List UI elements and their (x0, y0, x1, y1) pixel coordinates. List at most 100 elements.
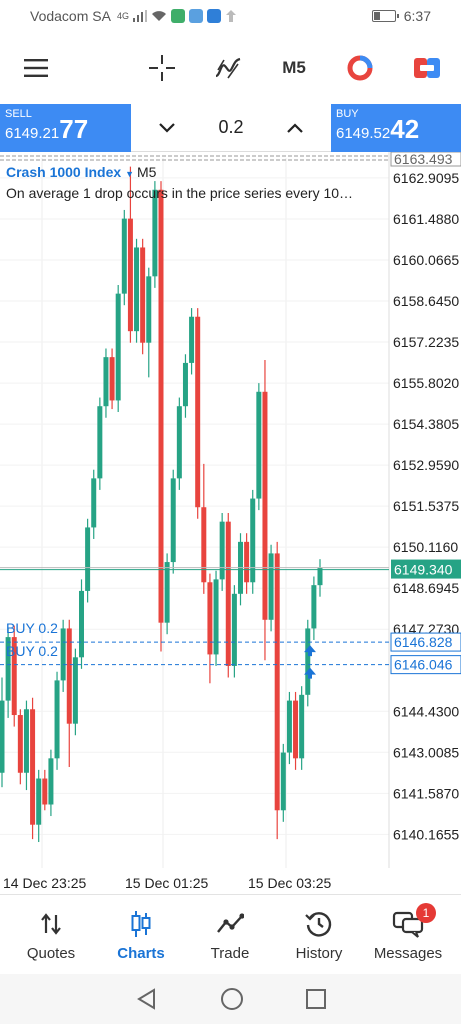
timeframe-button[interactable]: M5 (282, 58, 306, 77)
buy-label: BUY (336, 108, 359, 120)
x-axis-tick-label: 15 Dec 03:25 (248, 875, 331, 891)
chart-timeframe: M5 (136, 164, 157, 180)
y-axis-tick-label: 6154.3805 (393, 416, 459, 432)
recents-icon[interactable] (305, 989, 326, 1009)
candlestick-chart[interactable]: 6162.9095 6161.4880 6160.0665 6158.6450 6157… (0, 152, 461, 894)
candle-body (54, 680, 60, 759)
messages-badge: 1 (416, 903, 436, 923)
back-icon[interactable] (136, 988, 158, 1010)
y-axis-tick-label: 6155.8020 (393, 375, 459, 391)
crosshair-icon (149, 55, 175, 81)
y-axis-tick-label: 6150.1160 (393, 539, 458, 555)
carrier-name: Vodacom SA (30, 8, 111, 24)
current-price-value: 6149.340 (394, 562, 453, 578)
price-chart[interactable]: 6162.9095 6161.4880 6160.0665 6158.6450 6157… (0, 152, 461, 894)
indicators-button[interactable] (206, 40, 250, 96)
home-icon[interactable] (220, 987, 244, 1011)
y-axis-tick-label: 6160.0665 (393, 252, 459, 268)
y-axis-tick-label: 6144.4300 (393, 703, 459, 719)
system-icons: 4G (117, 9, 237, 23)
candle-body (250, 498, 256, 583)
buy-button[interactable]: BUY 6149.5242 (331, 104, 461, 152)
candle-body (5, 637, 11, 701)
sell-price-prefix: 6149.21 (5, 125, 60, 142)
tab-quotes[interactable]: Quotes (5, 895, 97, 975)
candle-body (42, 778, 48, 805)
symbol-description: On average 1 drop occurs in the price se… (6, 185, 354, 201)
candle-body (11, 637, 17, 716)
status-bar: Vodacom SA 4G 6:37 (0, 0, 461, 32)
y-axis-tick-label: 6157.2235 (393, 334, 459, 350)
candle-body (225, 521, 231, 666)
buy-price: 6149.5242 (336, 114, 419, 145)
candle-body (85, 527, 91, 591)
one-click-trading-button[interactable] (338, 40, 382, 96)
candle-body (121, 218, 127, 294)
candle-body (158, 189, 164, 623)
chart-symbol[interactable]: Crash 1000 Index ▼ M5 (6, 164, 156, 180)
tab-trade[interactable]: Trade (184, 895, 276, 975)
candle-body (201, 507, 207, 583)
candle-body (176, 406, 182, 479)
candle-body (140, 247, 146, 343)
app-notification-icon (170, 9, 185, 23)
new-order-button[interactable] (405, 40, 449, 96)
candle-body (79, 590, 84, 658)
sell-button[interactable]: SELL 6149.2177 (0, 104, 131, 152)
buy-price-pips: 42 (390, 114, 420, 144)
candle-body (164, 562, 170, 623)
candle-body (299, 694, 305, 759)
candle-body (30, 709, 36, 825)
candle-body (146, 276, 152, 343)
sell-label: SELL (5, 108, 32, 120)
tab-history[interactable]: History (273, 895, 365, 975)
menu-button[interactable] (14, 40, 58, 96)
app-notification-icon-3 (206, 9, 221, 23)
charts-candles-icon (130, 909, 152, 939)
symbol-dropdown-icon: ▼ (125, 169, 134, 179)
order-price-value: 6146.828 (394, 634, 453, 650)
candle-body (66, 628, 72, 724)
current-price-tag (391, 559, 461, 579)
tab-messages-label: Messages (373, 944, 443, 962)
candle-body (97, 406, 103, 479)
y-axis-tick-label: 6140.1655 (393, 826, 459, 842)
candle-body (103, 357, 109, 407)
candle-body (256, 391, 262, 499)
increase-lot-chevron-up-icon[interactable] (287, 122, 303, 133)
decrease-lot-chevron-down-icon[interactable] (159, 122, 175, 133)
tab-charts[interactable]: Charts (95, 895, 187, 975)
sell-price-pips: 77 (59, 114, 89, 144)
hamburger-icon (24, 59, 48, 77)
system-navigation-bar (0, 974, 461, 1024)
tab-messages[interactable]: Messages 1 (362, 895, 454, 975)
candle-body (317, 567, 323, 586)
candle-body (286, 700, 292, 753)
candle-body (182, 362, 188, 407)
order-label-1[interactable]: BUY 0.2 (6, 620, 58, 636)
candle-body (134, 247, 140, 332)
lot-size[interactable]: 0.2 (218, 117, 244, 137)
candle-body (72, 657, 78, 724)
battery-icon (371, 10, 399, 22)
candle-body (36, 778, 42, 825)
candle-body (189, 316, 195, 363)
app-notification-icon-2 (188, 9, 203, 23)
clock: 6:37 (403, 8, 431, 24)
candle-body (293, 700, 299, 759)
candle-body (244, 541, 250, 583)
upload-icon (225, 10, 236, 22)
candle-body (213, 579, 219, 655)
candle-body (268, 553, 274, 620)
sell-price: 6149.2177 (5, 114, 88, 145)
y-axis-tick-label: 6162.9095 (393, 170, 459, 186)
indicators-icon (215, 57, 241, 79)
buy-price-prefix: 6149.52 (336, 125, 391, 142)
candle-body (0, 700, 5, 773)
signal-icon (132, 10, 147, 22)
order-label-2[interactable]: BUY 0.2 (6, 643, 58, 659)
crosshair-button[interactable] (140, 40, 184, 96)
one-click-trade-panel: SELL 6149.2177 0.2 BUY 6149.5242 (0, 104, 461, 152)
candle-body (48, 758, 54, 805)
candle-body (60, 628, 66, 681)
